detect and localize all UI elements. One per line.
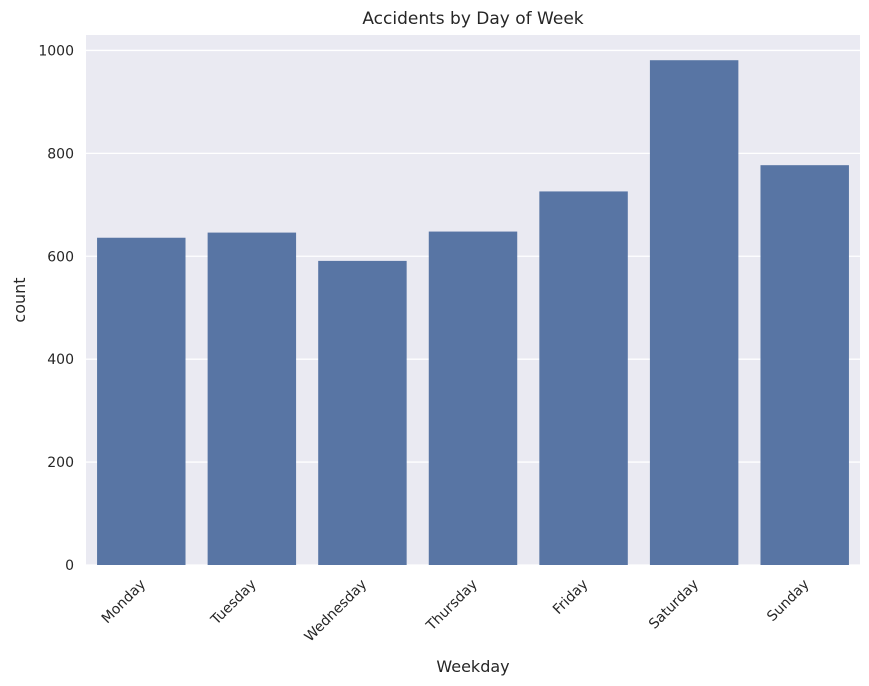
bars	[97, 60, 849, 566]
y-tick-labels: 0 200 400 600 800 1000	[38, 43, 74, 574]
bar-saturday	[649, 60, 739, 565]
x-tick-label: Monday	[99, 577, 149, 627]
x-tick-label: Saturday	[646, 577, 702, 633]
y-tick-label: 0	[65, 558, 74, 574]
x-tick-labels: Monday Tuesday Wednesday Thursday Friday Satu…	[99, 577, 813, 646]
x-tick-label: Friday	[550, 577, 591, 618]
y-tick-label: 800	[47, 146, 74, 162]
y-tick-label: 1000	[38, 43, 74, 59]
x-tick-label: Sunday	[764, 577, 812, 625]
x-tick-label: Wednesday	[302, 577, 371, 646]
bar-tuesday	[207, 232, 297, 566]
bar-friday	[539, 191, 628, 565]
bar-sunday	[760, 165, 849, 566]
x-tick-label: Tuesday	[207, 577, 259, 629]
bar-wednesday	[318, 260, 407, 565]
x-tick-label: Thursday	[423, 577, 481, 635]
bar-thursday	[428, 231, 518, 565]
y-axis-label: count	[10, 277, 29, 322]
y-tick-label: 200	[47, 455, 74, 471]
y-tick-label: 600	[47, 249, 74, 265]
chart-title: Accidents by Day of Week	[362, 9, 583, 29]
y-tick-label: 400	[47, 352, 74, 368]
x-axis-label: Weekday	[436, 657, 509, 676]
bar-monday	[97, 237, 186, 566]
